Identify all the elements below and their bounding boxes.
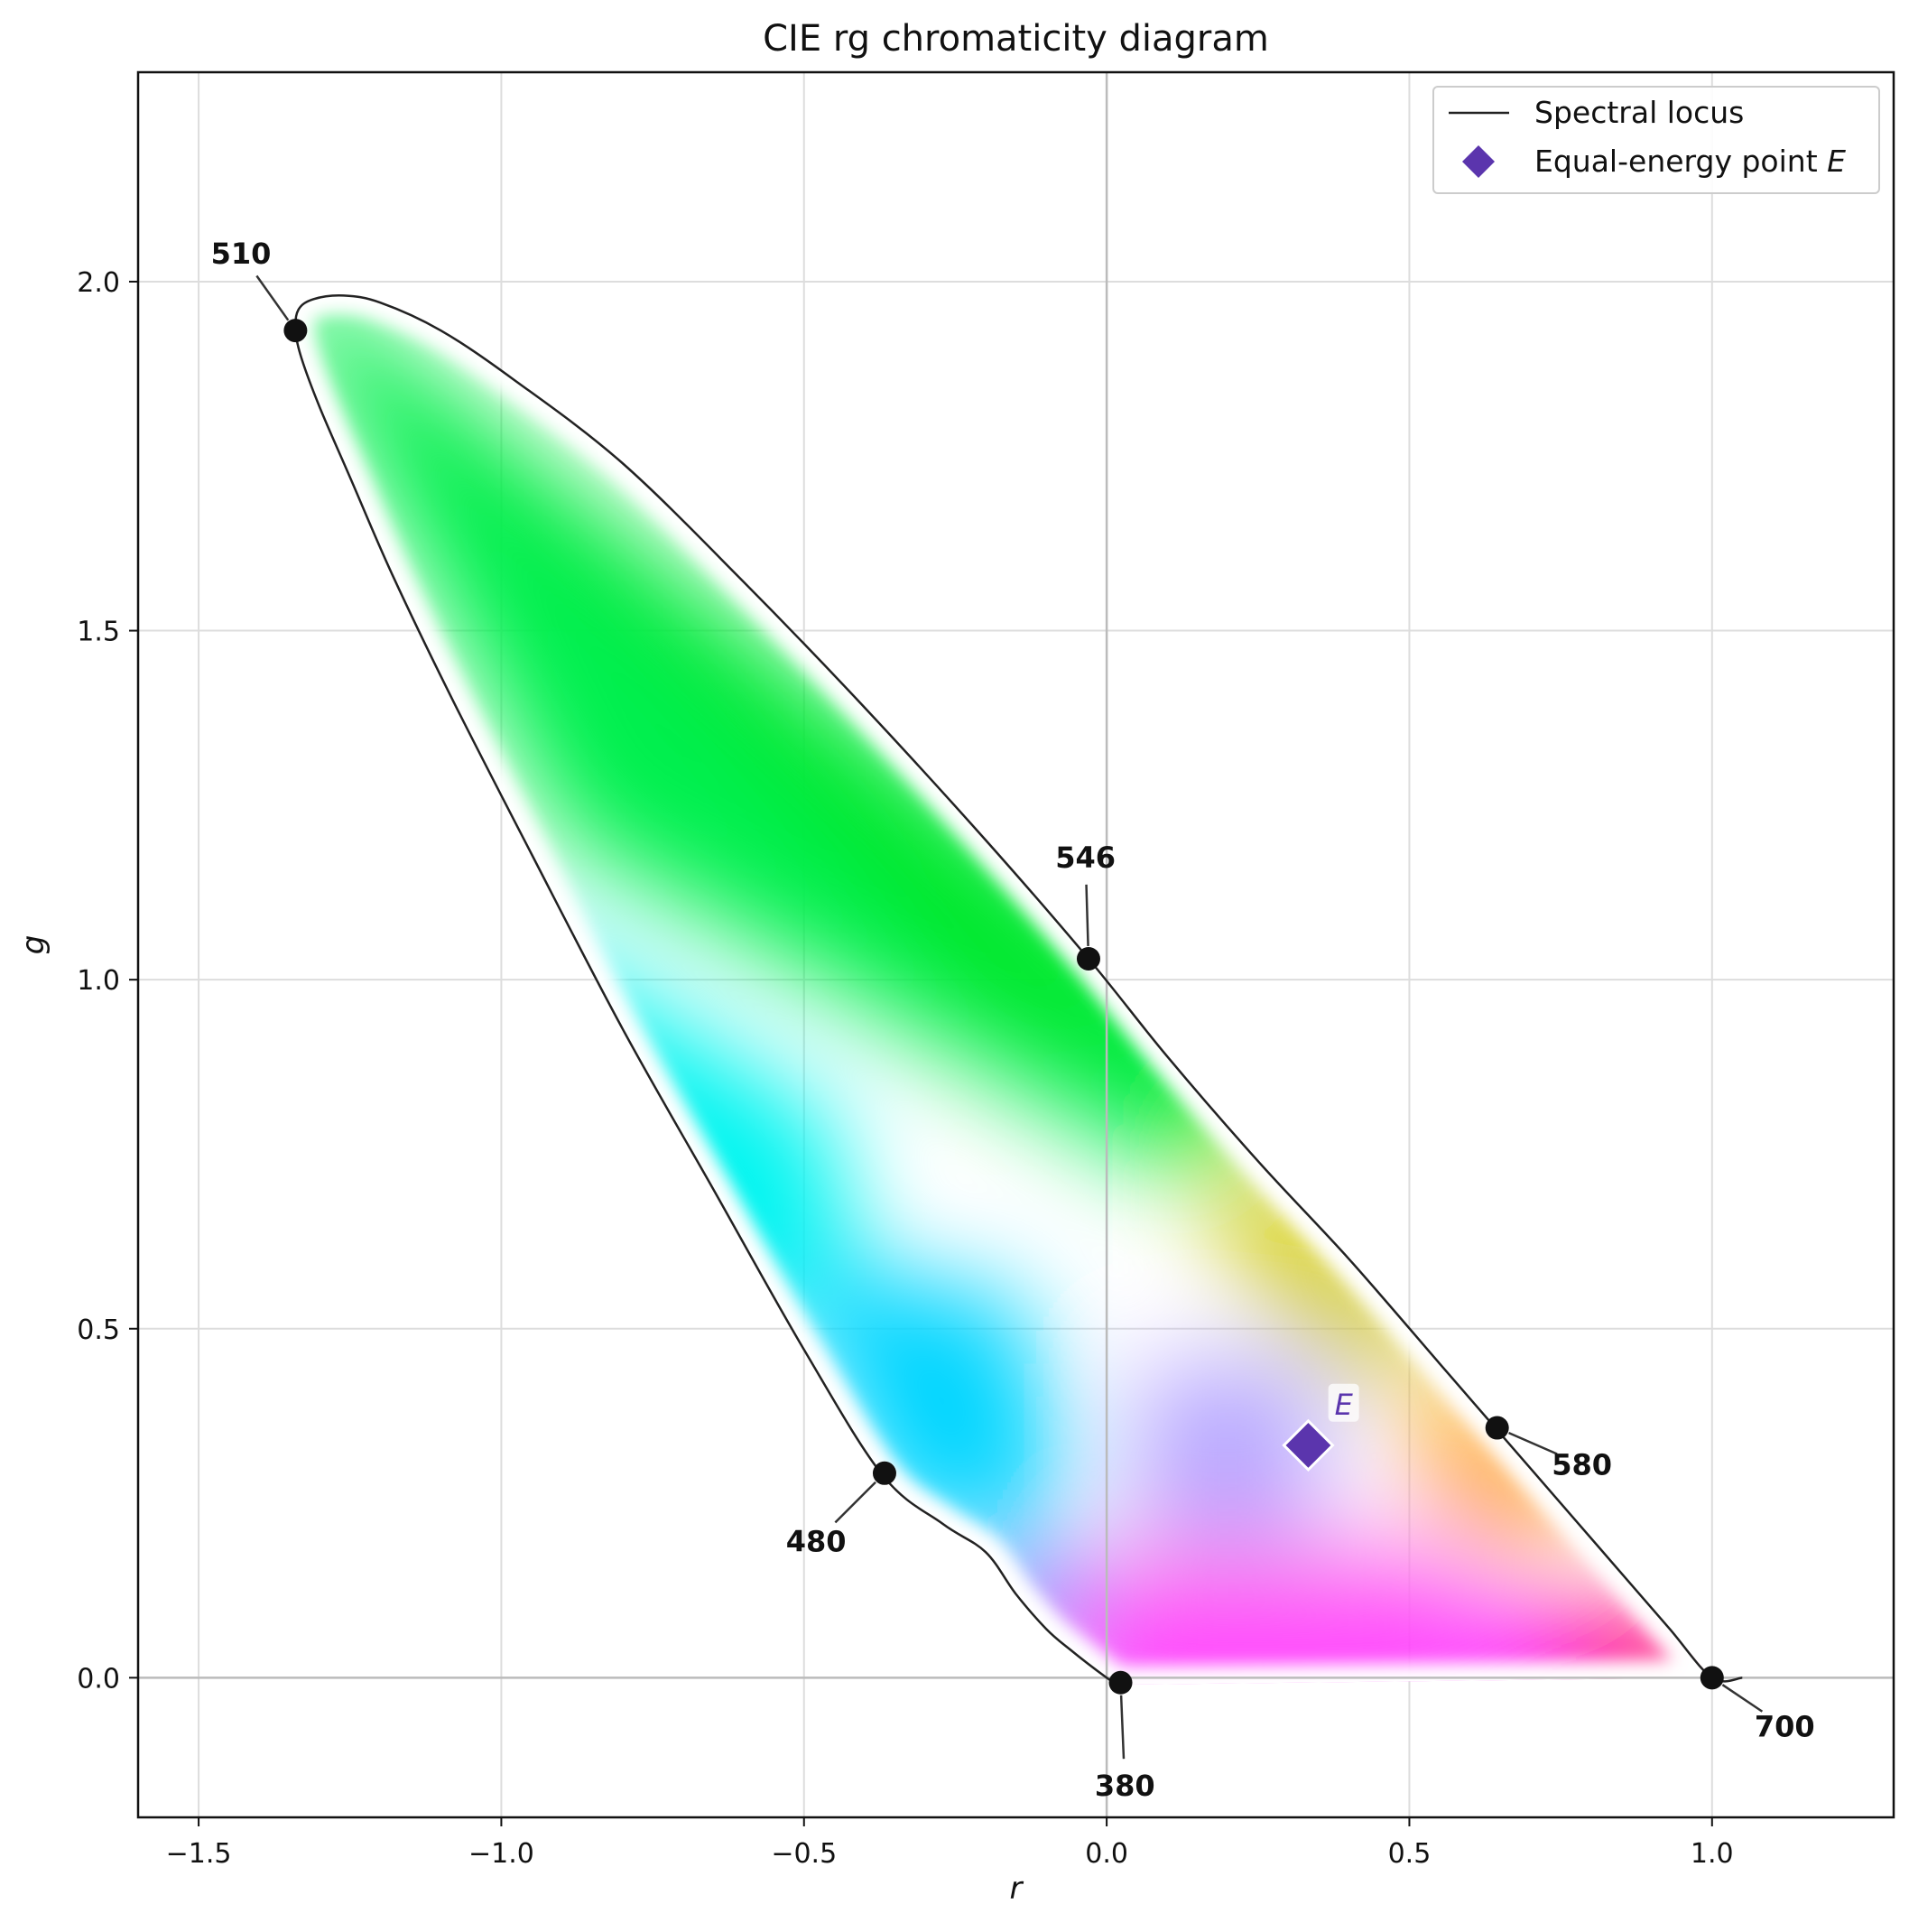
- legend-label: Spectral locus: [1534, 95, 1744, 130]
- wavelength-marker-580: [1485, 1416, 1509, 1440]
- y-tick-label: 1.0: [77, 965, 120, 997]
- equal-energy-marker: [1282, 1418, 1335, 1472]
- x-tick-label: 0.0: [1085, 1838, 1128, 1870]
- spectral-locus-line: [293, 294, 1743, 1686]
- x-tick-label: −0.5: [771, 1838, 837, 1870]
- x-tick-label: −1.5: [166, 1838, 232, 1870]
- gamut-color-region: [1076, 1608, 1652, 1686]
- y-tick-label: 2.0: [77, 267, 120, 299]
- legend-diamond-symbol: [1462, 145, 1495, 178]
- spectral-locus: [293, 294, 1743, 1686]
- legend-label-italic: E: [1827, 144, 1846, 179]
- wavelength-label-700: 700: [1755, 1709, 1815, 1743]
- gamut-color-region: [774, 1259, 1077, 1538]
- y-axis-label: g: [15, 935, 51, 955]
- plot-frame-rect: [136, 70, 1895, 1819]
- equal-energy-label-box: [1328, 1383, 1359, 1422]
- wavelength-marker-546: [1076, 946, 1100, 971]
- gamut-fill-blur: [295, 295, 1712, 1686]
- zero-lines: [138, 72, 1894, 1817]
- x-tick-label: 1.0: [1691, 1838, 1734, 1870]
- wavelength-leader-line: [1085, 884, 1089, 947]
- legend-box: [1432, 86, 1880, 194]
- wavelength-marker-510: [283, 319, 308, 343]
- gamut-color-region: [1136, 1363, 1319, 1574]
- x-tick-label: 0.5: [1388, 1838, 1432, 1870]
- wavelength-label-510: 510: [211, 237, 272, 271]
- wavelength-leader-line: [834, 1481, 876, 1524]
- wavelength-label-580: 580: [1552, 1448, 1612, 1482]
- wavelength-label-480: 480: [786, 1525, 847, 1559]
- wavelength-marker-380: [1108, 1670, 1133, 1695]
- x-axis-label: r: [1010, 1871, 1024, 1907]
- gamut-fill: [295, 295, 1712, 1686]
- wavelength-label-380: 380: [1095, 1769, 1155, 1803]
- chart-title: CIE rg chromaticity diagram: [763, 18, 1269, 60]
- y-tick-label: 0.5: [77, 1314, 120, 1346]
- legend: Spectral locus Equal-energy point E: [1432, 86, 1880, 194]
- wavelength-marker-480: [872, 1461, 896, 1485]
- wavelength-leader-line: [1721, 1684, 1764, 1713]
- axis-ticks: −1.5 −1.0 −0.5 0.0 0.5 1.0 0.0 0.5 1.0 1.5 2.0: [77, 267, 1733, 1870]
- equal-energy-label: E: [1335, 1388, 1354, 1422]
- wavelength-markers: 380 480 510 546 580 700 E: [211, 237, 1815, 1803]
- y-tick-label: 0.0: [77, 1663, 120, 1695]
- wavelength-label-546: 546: [1055, 841, 1116, 875]
- gamut-fill-clip: [295, 295, 1712, 1686]
- legend-label: Equal-energy point E: [1534, 144, 1846, 179]
- wavelength-leader-line: [1508, 1432, 1558, 1455]
- wavelength-leader-line: [1119, 1695, 1126, 1760]
- wavelength-marker-700: [1700, 1666, 1724, 1690]
- x-tick-label: −1.0: [468, 1838, 534, 1870]
- gamut-color-region: [1107, 1537, 1470, 1608]
- plot-frame: [136, 70, 1895, 1819]
- wavelength-leader-line: [255, 274, 290, 321]
- gamut-color-region: [1409, 1363, 1591, 1574]
- y-tick-label: 1.5: [77, 617, 120, 648]
